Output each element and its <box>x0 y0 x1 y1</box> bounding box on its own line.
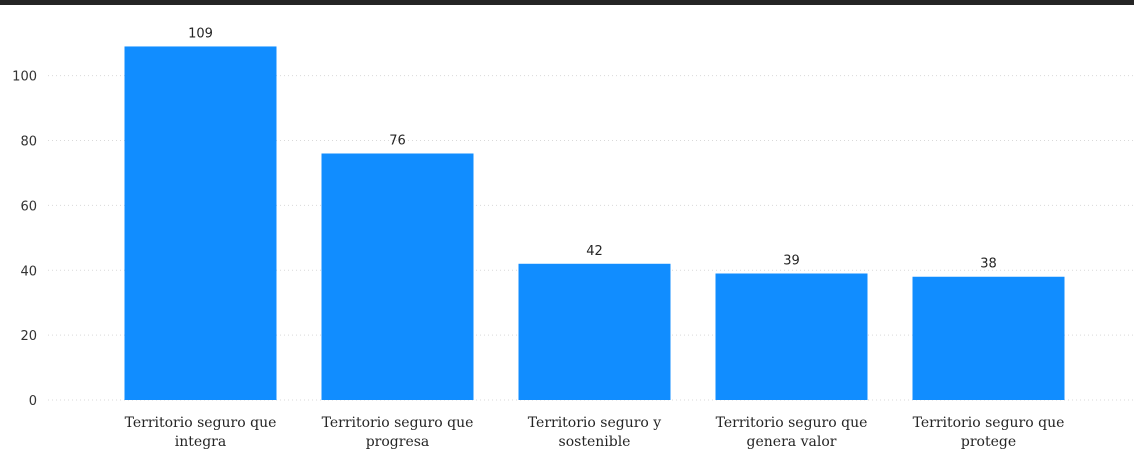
x-tick-label: Territorio seguro y <box>528 415 662 431</box>
x-tick-label: Territorio seguro que <box>716 415 868 431</box>
y-tick-label: 80 <box>20 135 37 150</box>
x-tick-label: sostenible <box>559 434 631 450</box>
y-tick-label: 100 <box>12 70 37 85</box>
data-label: 39 <box>783 254 800 269</box>
bar[interactable] <box>124 46 277 400</box>
x-tick-label: Territorio seguro que <box>322 415 474 431</box>
data-label: 42 <box>586 244 603 259</box>
y-tick-label: 0 <box>29 394 37 409</box>
data-label: 38 <box>980 257 997 272</box>
x-tick-label: Territorio seguro que <box>913 415 1065 431</box>
y-tick-label: 60 <box>20 199 37 214</box>
data-label: 109 <box>188 26 213 41</box>
y-axis: 0 20 40 60 80 100 <box>12 70 37 409</box>
x-tick-label: progresa <box>366 434 430 450</box>
y-tick-label: 20 <box>20 329 37 344</box>
data-label: 76 <box>389 133 406 148</box>
x-tick-label: genera valor <box>747 434 837 450</box>
x-axis: Territorio seguro que integra Territorio s… <box>125 415 1065 450</box>
bar[interactable] <box>518 263 671 400</box>
bar[interactable] <box>912 276 1065 400</box>
bar[interactable] <box>715 273 868 400</box>
bars <box>124 46 1065 400</box>
top-border <box>0 0 1134 5</box>
bar[interactable] <box>321 153 474 400</box>
y-tick-label: 40 <box>20 264 37 279</box>
data-labels: 109 76 42 39 38 <box>188 26 997 271</box>
x-tick-label: protege <box>961 434 1016 450</box>
x-tick-label: integra <box>175 434 226 450</box>
x-tick-label: Territorio seguro que <box>125 415 277 431</box>
